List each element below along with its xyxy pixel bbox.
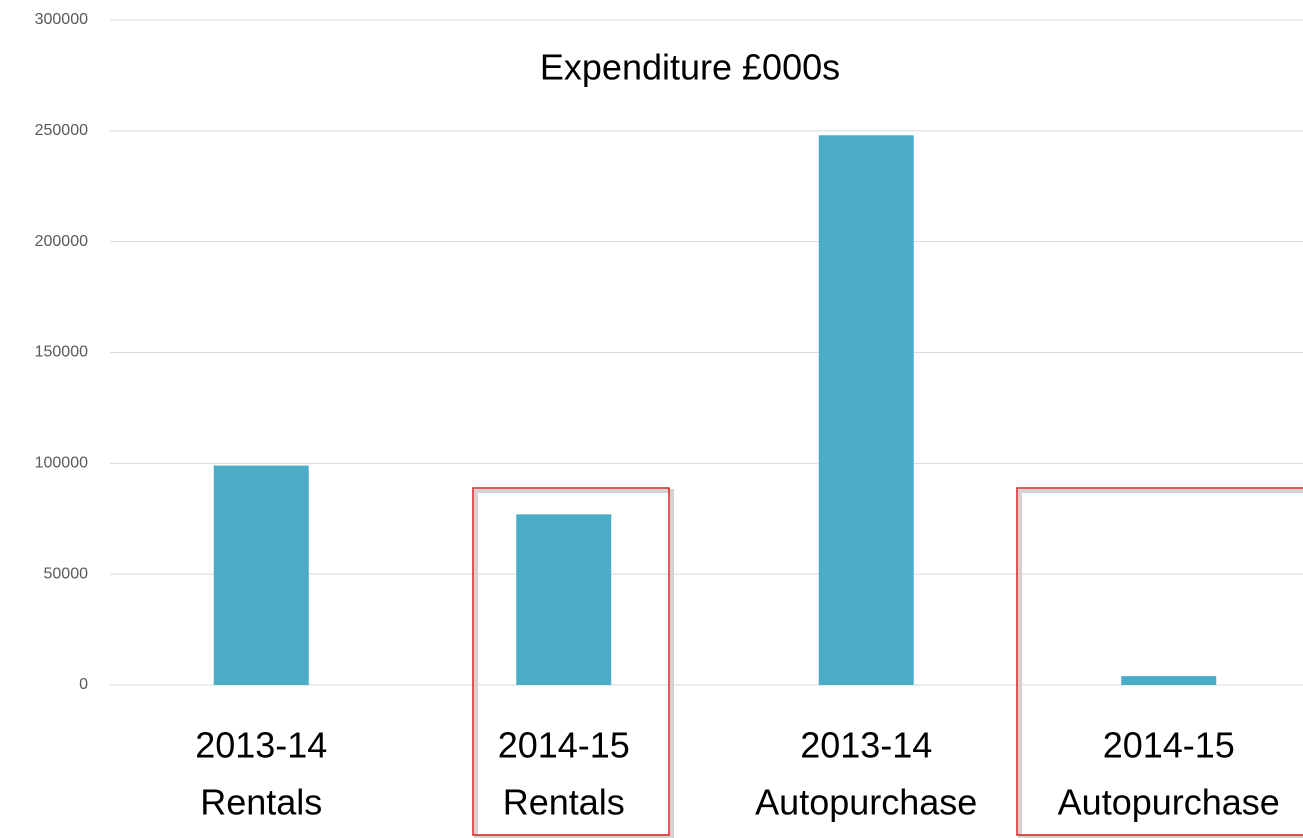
y-tick-label: 0 <box>79 676 88 693</box>
y-tick-label: 100000 <box>35 455 88 472</box>
x-tick-label: 2014-15 <box>498 725 630 766</box>
x-tick-label: Rentals <box>200 782 322 823</box>
highlight-shadow <box>1018 489 1303 838</box>
bar <box>516 514 612 685</box>
x-tick-label: Autopurchase <box>755 782 977 823</box>
y-tick-label: 250000 <box>35 122 88 139</box>
chart-title: Expenditure £000s <box>540 47 840 88</box>
y-tick-label: 150000 <box>35 344 88 361</box>
x-tick-label: 2014-15 <box>1103 725 1235 766</box>
x-tick-label: Rentals <box>503 782 625 823</box>
bar <box>818 135 914 685</box>
y-tick-label: 300000 <box>35 11 88 28</box>
x-tick-label: 2013-14 <box>800 725 932 766</box>
y-tick-label: 50000 <box>44 565 89 582</box>
bar <box>1121 676 1217 685</box>
highlight-box <box>472 487 670 836</box>
highlight-boxes <box>472 487 1303 838</box>
y-tick-label: 200000 <box>35 233 88 250</box>
x-tick-label: 2013-14 <box>195 725 327 766</box>
highlight-box <box>1016 487 1303 836</box>
x-tick-label: Autopurchase <box>1058 782 1280 823</box>
bar <box>213 465 309 685</box>
highlight-shadow <box>474 489 674 838</box>
